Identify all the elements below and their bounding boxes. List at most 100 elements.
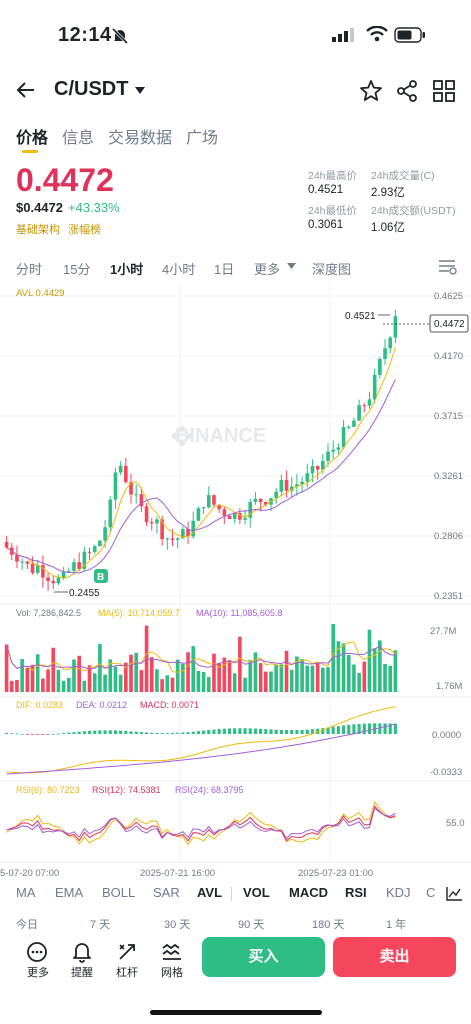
- ma5-legend: MA(5): 10,714,059.7: [98, 608, 180, 618]
- tag-gainers[interactable]: 涨幅榜: [68, 224, 101, 236]
- grid-trading-icon[interactable]: [160, 940, 184, 964]
- macd-bar: [67, 732, 71, 734]
- pair-title[interactable]: C/USDT: [54, 78, 129, 100]
- volume-bar: [315, 663, 320, 692]
- macd-bar: [300, 729, 304, 734]
- tab-trade-data[interactable]: 交易数据: [108, 130, 173, 147]
- macd-bar: [5, 732, 9, 734]
- more-icon[interactable]: [25, 940, 49, 964]
- candle-body: [72, 562, 76, 571]
- macd-bar: [119, 730, 123, 734]
- candle-body: [201, 507, 206, 509]
- volume-bar: [87, 665, 92, 692]
- tab-price[interactable]: 价格: [16, 130, 49, 147]
- candle-body: [103, 527, 107, 541]
- indicator-settings-icon[interactable]: [445, 886, 463, 902]
- indicator-macd[interactable]: MACD: [289, 885, 328, 900]
- macd-tick-zero: 0.0000: [432, 730, 461, 741]
- volume-bar: [30, 664, 35, 692]
- buy-button[interactable]: 买入: [202, 937, 325, 977]
- back-arrow-icon[interactable]: [14, 78, 38, 102]
- volume-bar: [222, 657, 227, 692]
- low-mark-text: 0.2455: [69, 588, 100, 599]
- last-price: 0.4472: [16, 162, 114, 198]
- volume-bar: [284, 650, 289, 692]
- wifi-icon: [366, 26, 388, 42]
- volume-bar: [165, 675, 170, 692]
- interval-1h[interactable]: 1小时: [110, 262, 144, 277]
- price-tick-label: 0.3715: [434, 411, 463, 422]
- range-1y[interactable]: 1 年: [386, 919, 407, 931]
- range-today[interactable]: 今日: [16, 919, 38, 931]
- range-7d[interactable]: 7 天: [90, 919, 111, 931]
- indicator-sar[interactable]: SAR: [153, 885, 180, 900]
- macd-bar: [103, 730, 107, 734]
- grid-menu-icon[interactable]: [431, 78, 457, 104]
- grid-label[interactable]: 网格: [161, 967, 183, 979]
- more-caret-icon[interactable]: [287, 263, 296, 270]
- macd-bar: [155, 732, 159, 734]
- alert-label[interactable]: 提醒: [71, 967, 93, 979]
- macd-bar: [316, 728, 320, 734]
- volume-bar: [46, 669, 50, 692]
- candle-body: [362, 405, 367, 407]
- indicator-rsi[interactable]: RSI: [345, 885, 367, 900]
- indicator-boll[interactable]: BOLL: [102, 885, 136, 900]
- share-icon[interactable]: [394, 78, 420, 104]
- more-label[interactable]: 更多: [27, 967, 49, 979]
- indicator-kdj[interactable]: KDJ: [386, 885, 411, 900]
- price-tick-label: 0.2806: [434, 531, 463, 542]
- interval-depth[interactable]: 深度图: [312, 262, 352, 277]
- price-axis: 0.4625 0.4170 0.3715 0.3261 0.2806 0.2351: [434, 291, 463, 602]
- volume-bar: [170, 677, 175, 692]
- interval-4h[interactable]: 4小时: [162, 262, 196, 277]
- candle-body: [372, 374, 377, 400]
- macd-bar: [196, 731, 200, 734]
- tab-info[interactable]: 信息: [62, 130, 95, 147]
- volume-bar: [279, 664, 284, 692]
- volume-bar: [129, 654, 133, 692]
- sell-button[interactable]: 卖出: [333, 937, 456, 977]
- leverage-icon[interactable]: [115, 940, 139, 964]
- candle-body: [155, 519, 159, 524]
- candle-body: [341, 426, 346, 448]
- volume-bar: [20, 659, 24, 692]
- indicator-c[interactable]: C: [426, 885, 436, 900]
- volume-ma-line: [6, 644, 396, 670]
- indicator-vol[interactable]: VOL: [243, 885, 270, 900]
- volume-bar: [77, 655, 81, 692]
- volume-bar: [82, 680, 87, 692]
- volume-bar: [15, 679, 19, 692]
- macd-bar: [310, 729, 315, 734]
- candle-body: [118, 465, 123, 473]
- leverage-label[interactable]: 杠杆: [116, 967, 138, 979]
- range-90d[interactable]: 90 天: [238, 919, 265, 931]
- star-icon[interactable]: [358, 78, 384, 104]
- indicator-ma[interactable]: MA: [16, 885, 36, 900]
- macd-bar: [62, 733, 66, 734]
- interval-more[interactable]: 更多: [254, 262, 281, 277]
- macd-bar: [202, 730, 206, 734]
- macd-bar: [326, 727, 330, 734]
- chart-settings-icon[interactable]: [438, 258, 458, 276]
- chevron-down-icon[interactable]: [134, 86, 146, 96]
- alert-bell-icon[interactable]: [70, 940, 94, 964]
- candle-body: [160, 519, 164, 540]
- macd-bar: [145, 732, 149, 734]
- volume-bar: [201, 671, 206, 692]
- tag-infrastructure[interactable]: 基础架构: [16, 224, 60, 236]
- interval-time[interactable]: 分时: [16, 262, 43, 277]
- macd-bar: [290, 730, 294, 734]
- indicator-avl[interactable]: AVL: [197, 885, 223, 900]
- kline-chart[interactable]: BINANCE AVL 0.4429 0.4625 0.4170 0.3715 0.3…: [0, 284, 471, 880]
- range-180d[interactable]: 180 天: [312, 919, 345, 931]
- indicator-ema[interactable]: EMA: [55, 885, 84, 900]
- macd-bar: [30, 734, 35, 735]
- tab-square[interactable]: 广场: [186, 130, 219, 147]
- range-30d[interactable]: 30 天: [164, 919, 191, 931]
- macd-bar: [295, 730, 299, 734]
- signal-icon: [332, 28, 354, 42]
- volume-bar: [310, 665, 315, 692]
- interval-15m[interactable]: 15分: [63, 262, 91, 277]
- interval-1d[interactable]: 1日: [214, 262, 235, 277]
